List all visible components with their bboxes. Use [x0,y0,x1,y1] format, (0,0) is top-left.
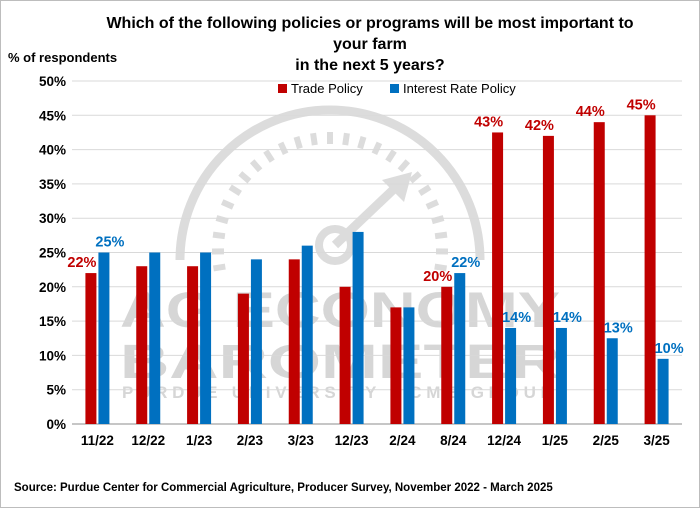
data-label-trade-policy: 42% [525,118,554,134]
x-tick-label: 3/23 [288,433,315,448]
bar-interest-rate-policy [403,307,415,424]
watermark-tick [212,231,226,240]
watermark-tick [371,141,383,155]
watermark-tick [385,149,397,163]
y-tick-label: 35% [39,177,66,192]
watermark-tick [263,149,275,163]
source-note: Source: Purdue Center for Commercial Agr… [14,482,553,494]
x-tick-label: 12/24 [487,433,521,448]
bar-interest-rate-policy [149,252,161,424]
bar-trade-policy [644,115,656,425]
data-label-trade-policy: 43% [474,114,503,130]
x-tick-label: 3/25 [643,433,670,448]
y-tick-label: 30% [39,211,66,226]
data-label-interest-rate-policy: 22% [451,255,480,271]
watermark-arrowhead [382,172,412,202]
y-tick-label: 0% [46,417,66,432]
bar-interest-rate-policy [505,327,517,424]
bar-interest-rate-policy [352,231,364,424]
data-label-trade-policy: 45% [627,97,656,113]
chart-title-line-2: in the next 5 years? [295,57,445,74]
data-label-interest-rate-policy: 25% [95,235,124,251]
y-axis-ticks: 0% 5% 10% 15% 20% 25% 30% 35% 40% 45% 50% [39,74,66,432]
data-labels: 22%25%20%22%43%14%42%14%44%13%45%10% [67,97,683,357]
x-tick-label: 1/23 [186,433,213,448]
x-tick-label: 12/22 [131,433,165,448]
x-tick-label: 2/23 [237,433,264,448]
bar-interest-rate-policy [200,252,212,424]
watermark-tick [425,199,440,210]
y-tick-label: 45% [39,108,66,123]
watermark-tick [277,141,289,155]
bar-interest-rate-policy [555,327,567,424]
bar-interest-rate-policy [454,273,466,424]
y-tick-label: 10% [39,348,66,363]
watermark-tick [408,171,422,184]
watermark-tick [357,136,367,150]
watermark-tick [434,231,448,240]
watermark-tick [418,184,432,196]
x-tick-label: 11/22 [81,433,114,448]
bar-trade-policy [542,135,554,424]
bars [85,115,669,425]
legend-label: Trade Policy [291,81,363,96]
x-tick-label: 12/23 [335,433,369,448]
bar-interest-rate-policy [250,259,262,424]
bar-trade-policy [237,293,249,424]
watermark-tick [293,136,303,150]
data-label-interest-rate-policy: 14% [553,310,582,326]
watermark-tick [342,132,350,146]
chart-title: Which of the following policies or progr… [90,13,650,76]
bar-trade-policy [593,122,605,424]
data-label-trade-policy: 22% [67,255,96,271]
watermark-tick [220,199,235,210]
bar-interest-rate-policy [301,245,313,424]
x-tick-label: 2/24 [389,433,416,448]
watermark-tick [212,263,226,272]
bar-trade-policy [187,266,199,424]
y-tick-label: 40% [39,143,66,158]
y-tick-label: 5% [46,383,66,398]
x-tick-label: 1/25 [542,433,569,448]
bar-trade-policy [85,273,97,424]
bar-trade-policy [136,266,148,424]
data-label-interest-rate-policy: 14% [502,310,531,326]
bar-trade-policy [288,259,300,424]
bar-trade-policy [441,286,453,424]
data-label-trade-policy: 20% [423,269,452,285]
watermark-tick [434,263,448,272]
data-label-trade-policy: 44% [576,104,605,120]
watermark-tick [397,159,411,173]
data-label-interest-rate-policy: 13% [604,320,633,336]
bar-interest-rate-policy [98,252,110,424]
watermark-tick [228,184,242,196]
bar-trade-policy [492,132,504,424]
legend-label: Interest Rate Policy [403,81,516,96]
y-tick-label: 15% [39,314,66,329]
legend-swatch [390,84,399,93]
watermark-tick [249,159,263,173]
data-label-interest-rate-policy: 10% [655,341,684,357]
y-tick-label: 20% [39,280,66,295]
bar-interest-rate-policy [657,358,669,424]
bar-trade-policy [390,307,402,424]
gridlines [72,80,682,425]
y-tick-label: 50% [39,74,66,89]
legend: Trade Policy Interest Rate Policy [278,81,516,96]
x-tick-label: 8/24 [440,433,467,448]
bar-interest-rate-policy [606,338,618,424]
chart-title-line-1: Which of the following policies or progr… [106,15,634,53]
x-tick-label: 2/25 [593,433,620,448]
x-axis-ticks: 11/22 12/22 1/23 2/23 3/23 12/23 2/24 8/24 12/24… [81,433,670,448]
bar-trade-policy [339,286,351,424]
watermark-hub [315,225,355,265]
y-tick-label: 25% [39,246,66,261]
legend-swatch [278,84,287,93]
y-axis-label: % of respondents [8,50,118,65]
watermark-tick [238,171,252,184]
watermark-tick [310,132,318,146]
watermark-arc [175,105,485,261]
